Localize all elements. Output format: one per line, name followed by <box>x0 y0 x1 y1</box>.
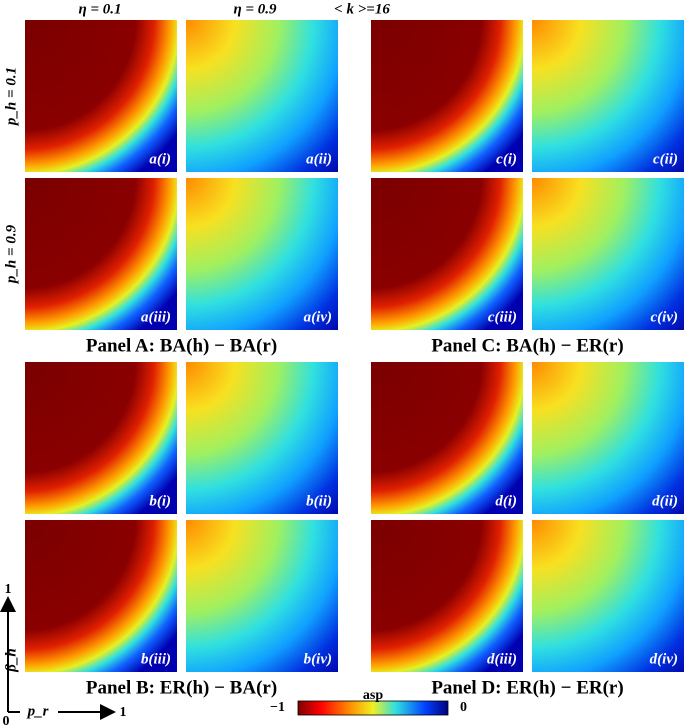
row-label: p_h = 0.9 <box>3 224 19 285</box>
tile-label: d(i) <box>495 493 517 509</box>
tile-label: b(iii) <box>141 651 171 667</box>
tile-label: a(iii) <box>141 309 171 325</box>
heatmap <box>532 178 684 330</box>
heatmap <box>186 520 338 672</box>
heatmap <box>25 362 177 514</box>
y-label: β_h <box>3 648 19 673</box>
heatmap <box>532 20 684 172</box>
degree: < k >=16 <box>334 1 390 17</box>
row-label: p_h = 0.1 <box>3 67 19 127</box>
tile-label: d(ii) <box>652 493 678 509</box>
heatmap <box>371 362 523 514</box>
heatmap <box>186 178 338 330</box>
panel-title: Panel D: ER(h) − ER(r) <box>431 677 623 698</box>
heatmap <box>25 520 177 672</box>
eta-high: η = 0.9 <box>233 1 277 17</box>
tile-label: c(ii) <box>653 151 678 167</box>
heatmap <box>25 20 177 172</box>
tile-label: c(iii) <box>488 309 517 325</box>
heatmap <box>186 362 338 514</box>
tile-label: d(iv) <box>650 651 678 667</box>
tile-label: a(ii) <box>306 151 332 167</box>
x-end: 1 <box>120 705 127 720</box>
tile-label: a(i) <box>149 151 171 167</box>
tile-label: b(i) <box>149 493 171 509</box>
panel-title: Panel A: BA(h) − BA(r) <box>86 335 277 356</box>
panel-title: Panel B: ER(h) − BA(r) <box>86 677 277 698</box>
colorbar-label: asp <box>363 688 383 703</box>
tile-label: a(iv) <box>304 309 332 325</box>
x-label: p_r <box>26 703 49 719</box>
tile-label: b(iv) <box>304 651 332 667</box>
colorbar <box>297 700 449 716</box>
colorbar-min: −1 <box>270 700 285 715</box>
tile-label: c(iv) <box>651 309 678 325</box>
heatmap <box>25 178 177 330</box>
panel-title: Panel C: BA(h) − ER(r) <box>431 335 623 356</box>
heatmap <box>371 178 523 330</box>
heatmap <box>186 20 338 172</box>
colorbar-max: 0 <box>460 700 467 715</box>
y-end: 1 <box>5 582 12 597</box>
tile-label: c(i) <box>496 151 517 167</box>
origin: 0 <box>3 714 10 727</box>
tile-label: b(ii) <box>306 493 332 509</box>
eta-low: η = 0.1 <box>78 1 121 17</box>
heatmap <box>371 520 523 672</box>
heatmap <box>371 20 523 172</box>
tile-label: d(iii) <box>487 651 517 667</box>
heatmap <box>532 520 684 672</box>
heatmap <box>532 362 684 514</box>
